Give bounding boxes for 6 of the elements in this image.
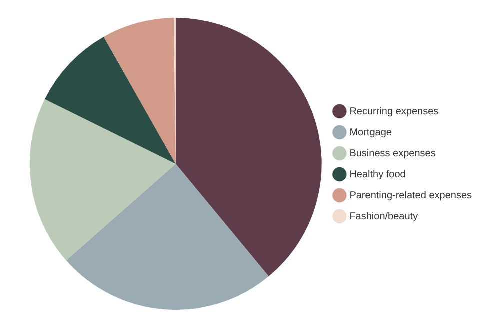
legend-label: Recurring expenses <box>350 106 439 118</box>
legend-label: Business expenses <box>350 148 436 160</box>
legend-label: Healthy food <box>350 169 406 180</box>
legend-label: Mortgage <box>350 127 392 138</box>
legend-label: Parenting-related expenses <box>350 190 472 202</box>
legend-label: Fashion/beauty <box>350 211 418 222</box>
